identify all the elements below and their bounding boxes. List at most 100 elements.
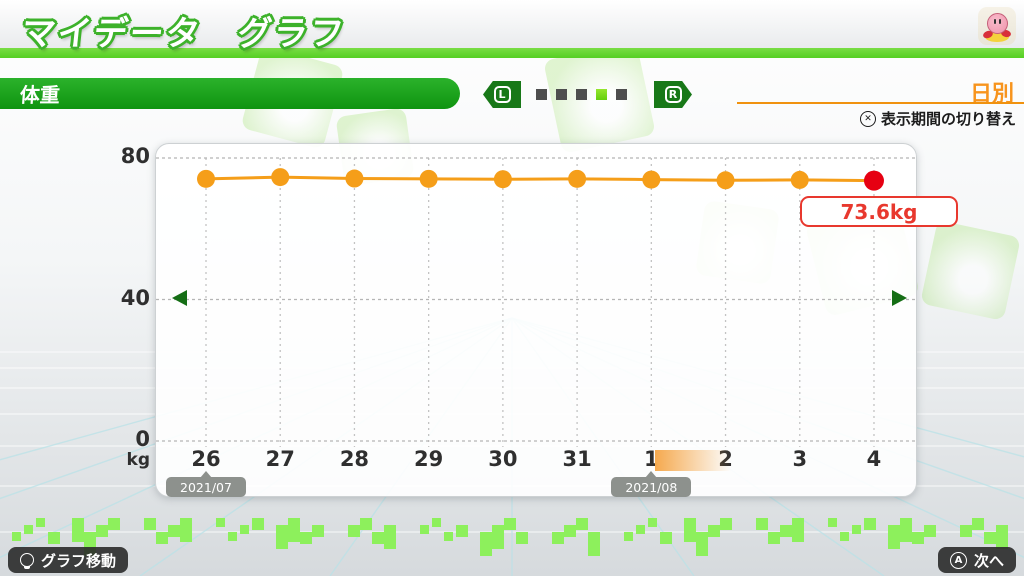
pixel-block xyxy=(492,537,504,549)
y-axis-label: 80 xyxy=(120,144,150,168)
pixel-block xyxy=(564,525,576,537)
pixel-block xyxy=(588,532,600,544)
month-badge: 2021/07 xyxy=(166,471,246,497)
pixel-block xyxy=(684,518,696,530)
kirby-avatar[interactable] xyxy=(978,7,1016,45)
pixel-block xyxy=(624,532,633,541)
pixel-block xyxy=(888,525,900,537)
scroll-right-arrow[interactable] xyxy=(892,290,907,306)
pixel-block xyxy=(720,518,732,530)
x-axis-label: 26 xyxy=(191,447,221,471)
next-button[interactable]: A 次へ xyxy=(937,547,1016,573)
x-axis-label: 31 xyxy=(562,447,592,471)
next-label: 次へ xyxy=(973,551,1004,570)
pixel-block xyxy=(276,525,288,537)
pixel-block xyxy=(552,532,564,544)
pixel-block xyxy=(240,525,249,534)
y-axis-label: 40 xyxy=(120,285,150,310)
page-dot-active xyxy=(596,89,607,100)
pixel-block xyxy=(504,518,516,530)
pixel-decor-strip xyxy=(0,512,1024,556)
x-axis-label: 4 xyxy=(866,447,882,471)
pixel-block xyxy=(972,518,984,530)
left-stick-icon xyxy=(20,553,34,569)
header-band xyxy=(0,0,1024,48)
pixel-block xyxy=(432,518,441,527)
pixel-block xyxy=(444,532,453,541)
pixel-block xyxy=(384,537,396,549)
pixel-block xyxy=(12,532,21,541)
pixel-block xyxy=(180,530,192,542)
y-axis-label: 0 xyxy=(135,427,150,451)
pixel-block xyxy=(840,532,849,541)
pixel-block xyxy=(900,518,912,530)
metric-bar: 体重 xyxy=(0,78,460,109)
pixel-block xyxy=(168,525,180,537)
r-button-icon: R xyxy=(664,86,682,103)
pixel-block xyxy=(960,525,972,537)
page-dot xyxy=(536,89,547,100)
pixel-block xyxy=(156,532,168,544)
page-title: マイデータ グラフ xyxy=(19,14,348,54)
pixel-block xyxy=(228,532,237,541)
pixel-block xyxy=(768,532,780,544)
month-highlight xyxy=(655,450,732,471)
graph-move-hint[interactable]: グラフ移動 xyxy=(8,547,129,573)
x-axis-label: 28 xyxy=(339,447,370,471)
pixel-block xyxy=(696,532,708,544)
y-axis-labels: 80 40 0 kg xyxy=(106,143,150,497)
scroll-left-arrow[interactable] xyxy=(172,290,187,306)
metric-label: 体重 xyxy=(19,83,61,107)
month-badge: 2021/08 xyxy=(611,471,692,497)
pixel-block xyxy=(300,532,312,544)
pixel-block xyxy=(348,525,360,537)
avatar-eye xyxy=(999,19,1001,24)
pixel-block xyxy=(660,532,672,544)
pixel-block xyxy=(792,518,804,530)
pixel-block xyxy=(708,525,720,537)
pixel-block xyxy=(684,530,696,542)
pixel-block xyxy=(888,537,900,549)
period-hint-label: 表示期間の切り替え xyxy=(880,110,1016,128)
period-switch-hint[interactable]: ✕ 表示期間の切り替え xyxy=(859,108,1016,129)
pixel-block xyxy=(144,518,156,530)
pixel-block xyxy=(636,525,645,534)
pixel-block xyxy=(72,530,84,542)
x-axis-label: 3 xyxy=(792,447,808,471)
pixel-block xyxy=(456,525,468,537)
pixel-block xyxy=(780,525,792,537)
period-underline xyxy=(737,102,1024,104)
pixel-block xyxy=(516,532,528,544)
a-button-icon: A xyxy=(949,551,967,569)
page-dot xyxy=(576,89,587,100)
pixel-block xyxy=(576,518,588,530)
page-indicator xyxy=(536,89,627,100)
avatar-star xyxy=(985,32,1009,42)
pixel-block xyxy=(372,532,384,544)
pixel-block xyxy=(480,532,492,544)
pixel-block xyxy=(108,518,120,530)
pixel-block xyxy=(492,525,504,537)
x-axis-label: 1 xyxy=(644,447,659,471)
x-button-icon: ✕ xyxy=(859,110,876,127)
pixel-block xyxy=(996,537,1008,549)
pixel-block xyxy=(288,530,300,542)
pixel-block xyxy=(924,525,936,537)
pixel-block xyxy=(96,525,108,537)
x-axis-label: 30 xyxy=(488,447,518,471)
pixel-block xyxy=(276,537,288,549)
latest-value-callout: 73.6kg xyxy=(800,196,958,227)
pixel-block xyxy=(864,518,876,530)
y-axis-unit: kg xyxy=(126,450,150,470)
page-dot xyxy=(556,89,567,100)
pixel-block xyxy=(180,518,192,530)
pixel-block xyxy=(648,518,657,527)
weight-line-chart xyxy=(156,157,918,447)
pixel-block xyxy=(792,530,804,542)
graph-move-label: グラフ移動 xyxy=(41,551,117,570)
avatar-body xyxy=(987,13,1008,34)
pixel-block xyxy=(72,518,84,530)
pixel-block xyxy=(696,544,708,556)
pixel-block xyxy=(36,518,45,527)
